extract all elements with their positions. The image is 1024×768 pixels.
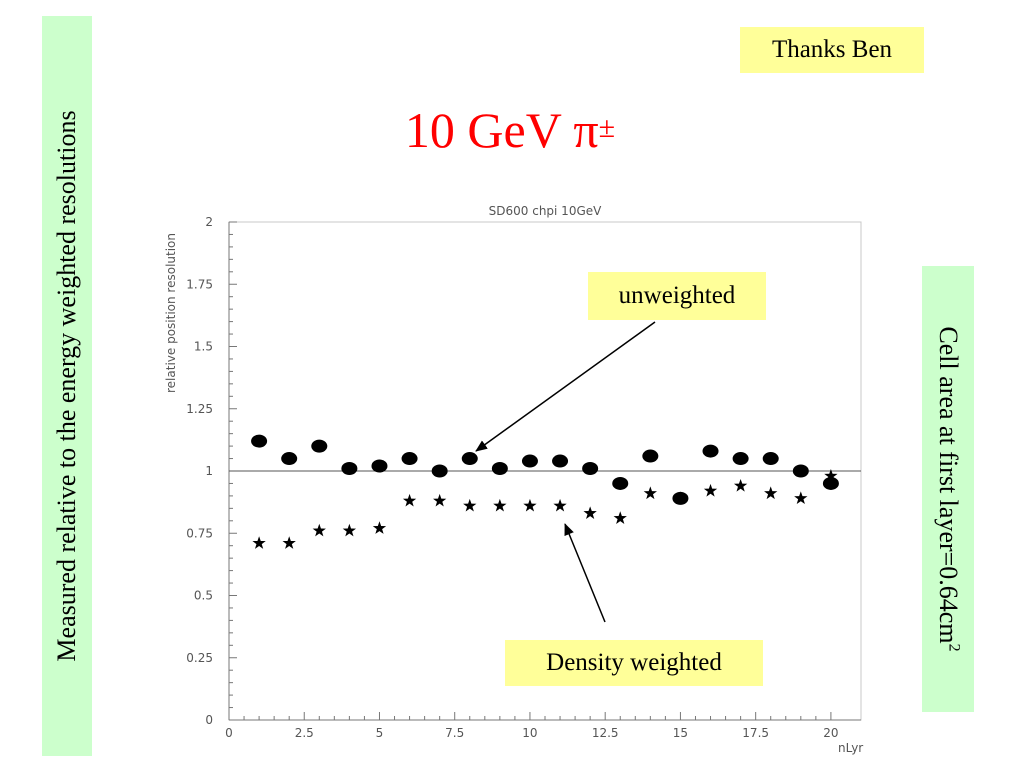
unweighted-point bbox=[251, 434, 268, 448]
density-weighted-point bbox=[252, 536, 266, 549]
unweighted-point bbox=[732, 452, 749, 466]
right-note-superscript: 2 bbox=[945, 643, 963, 652]
right-side-note-text: Cell area at first layer=0.64cm2 bbox=[933, 326, 963, 651]
y-tick-label: 1 bbox=[205, 464, 213, 478]
slide-title-superscript: ± bbox=[598, 111, 616, 144]
thanks-note: Thanks Ben bbox=[740, 27, 924, 73]
x-tick-label: 20 bbox=[823, 726, 838, 740]
unweighted-point bbox=[552, 454, 569, 468]
chart-title: SD600 chpi 10GeV bbox=[489, 204, 602, 218]
density-weighted-point bbox=[372, 521, 387, 534]
x-tick-label: 12.5 bbox=[592, 726, 619, 740]
unweighted-point bbox=[521, 454, 538, 468]
unweighted-point bbox=[341, 462, 358, 476]
y-tick-label: 1.5 bbox=[194, 340, 213, 354]
density-weighted-point bbox=[312, 523, 326, 537]
density-weighted-point bbox=[553, 498, 567, 512]
y-tick-label: 0.75 bbox=[186, 526, 213, 540]
density-weighted-point bbox=[613, 511, 627, 524]
unweighted-point bbox=[792, 464, 809, 478]
density-weighted-point bbox=[824, 468, 838, 482]
data-points bbox=[251, 434, 839, 549]
unweighted-annotation: unweighted bbox=[588, 272, 766, 320]
left-side-note: Measured relative to the energy weighted… bbox=[42, 16, 92, 756]
x-tick-label: 0 bbox=[225, 726, 233, 740]
unweighted-arrow bbox=[475, 321, 656, 452]
unweighted-point bbox=[491, 462, 508, 476]
y-axis-label: relative position resolution bbox=[164, 233, 178, 393]
y-tick-label: 0.25 bbox=[186, 651, 213, 665]
density-weighted-point bbox=[583, 506, 597, 519]
density-weighted-point bbox=[764, 486, 778, 500]
unweighted-point bbox=[431, 464, 448, 478]
x-tick-label: 2.5 bbox=[295, 726, 314, 740]
x-tick-label: 5 bbox=[376, 726, 384, 740]
x-tick-label: 10 bbox=[522, 726, 537, 740]
slide-title-main: 10 GeV π bbox=[404, 102, 599, 158]
density-weighted-point bbox=[463, 498, 477, 512]
density-weighted-point bbox=[493, 498, 507, 512]
x-axis: 0 2.5 5 7.5 10 12.5 15 17.5 20 bbox=[225, 712, 861, 740]
density-weighted-point bbox=[342, 523, 357, 537]
density-weighted-point bbox=[673, 491, 688, 505]
unweighted-point bbox=[762, 452, 779, 466]
x-tick-label: 17.5 bbox=[742, 726, 769, 740]
unweighted-point bbox=[401, 452, 418, 466]
y-axis: 0 0.25 0.5 0.75 1 1.25 1.5 1.75 2 bbox=[186, 215, 237, 727]
x-tick-label: 7.5 bbox=[445, 726, 464, 740]
density-weighted-point bbox=[523, 498, 537, 512]
y-tick-label: 1.75 bbox=[186, 277, 213, 291]
y-tick-label: 2 bbox=[205, 215, 213, 229]
right-side-note: Cell area at first layer=0.64cm2 bbox=[922, 266, 974, 712]
y-tick-label: 1.25 bbox=[186, 402, 213, 416]
unweighted-point bbox=[281, 452, 298, 466]
unweighted-point bbox=[702, 444, 719, 458]
density-weighted-point bbox=[402, 493, 417, 507]
density-weighted-point bbox=[282, 536, 296, 549]
x-tick-label: 15 bbox=[673, 726, 688, 740]
density-weighted-annotation: Density weighted bbox=[505, 640, 763, 686]
y-tick-label: 0.5 bbox=[194, 589, 213, 603]
y-tick-label: 0 bbox=[205, 713, 213, 727]
unweighted-point bbox=[461, 452, 478, 466]
density-weighted-point bbox=[703, 483, 718, 497]
x-axis-label: nLyr bbox=[838, 741, 863, 755]
unweighted-point bbox=[582, 462, 599, 476]
unweighted-point bbox=[642, 449, 659, 463]
right-note-main: Cell area at first layer=0.64cm bbox=[934, 326, 963, 644]
unweighted-point bbox=[311, 439, 328, 453]
density-weighted-point bbox=[433, 493, 447, 507]
density-weighted-point bbox=[733, 478, 748, 492]
unweighted-point bbox=[371, 459, 388, 473]
unweighted-point bbox=[822, 476, 839, 490]
unweighted-point bbox=[612, 476, 629, 490]
density-arrow bbox=[564, 523, 606, 623]
density-weighted-point bbox=[794, 491, 808, 505]
density-weighted-point bbox=[643, 486, 657, 500]
slide-title: 10 GeV π± bbox=[330, 100, 690, 160]
